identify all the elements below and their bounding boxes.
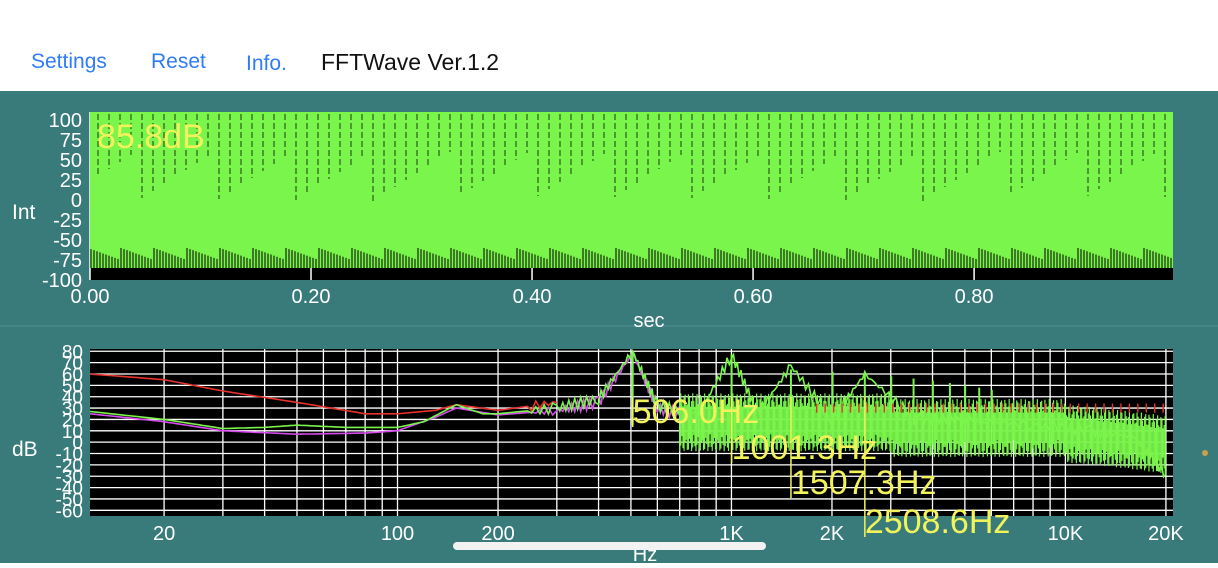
side-indicator-dot xyxy=(1202,450,1208,456)
spectrum-y-tick-label: -50 xyxy=(56,490,83,511)
waveform-y-tick-label: 75 xyxy=(60,130,82,152)
waveform-y-tick-label: -25 xyxy=(53,210,82,232)
spectrum-x-tick-label: 10K xyxy=(1048,523,1084,545)
spectrum-y-axis-label: dB xyxy=(12,438,38,461)
spectrum-y-tick-label: 40 xyxy=(62,388,83,409)
spectrum-x-tick-label: 200 xyxy=(481,523,514,545)
waveform-y-tick-label: -100 xyxy=(42,270,82,292)
spectrum-y-tick-label: -10 xyxy=(56,445,83,466)
waveform-x-tick-label: 0.40 xyxy=(513,286,552,308)
waveform-y-tick-label: 0 xyxy=(71,190,82,212)
reset-button[interactable]: Reset xyxy=(151,50,206,73)
spectrum-x-tick-label: 20 xyxy=(153,523,175,545)
peak-label: 1507.3Hz xyxy=(791,464,937,502)
spectrum-y-tick-label: 30 xyxy=(62,399,83,420)
spectrum-y-tick-label: -20 xyxy=(56,456,83,477)
spectrum-y-tick-label: -60 xyxy=(56,501,83,522)
level-readout: 85.8dB xyxy=(97,118,205,156)
peak-label: 1001.3Hz xyxy=(732,429,878,467)
waveform-y-tick-label: -75 xyxy=(53,250,82,272)
spectrum-y-tick-label: 70 xyxy=(62,354,83,375)
home-indicator[interactable] xyxy=(453,542,766,550)
analyzer-panel: 100 75 50 25 0 -25 -50 -75 -100 0.00 0.20 0.40 0.60… xyxy=(0,91,1218,566)
spectrum-y-tick-label: 10 xyxy=(62,422,83,443)
waveform-x-axis-label: sec xyxy=(633,310,664,332)
waveform-y-axis-label: Int xyxy=(12,201,36,224)
spectrum-series xyxy=(89,348,1167,479)
spectrum-y-tick-label: 60 xyxy=(62,365,83,386)
waveform-x-tick-label: 0.60 xyxy=(734,286,773,308)
toolbar: Settings Reset Info. FFTWave Ver.1.2 xyxy=(0,0,1218,91)
peak-label: 2508.6Hz xyxy=(865,503,1011,541)
spectrum-series-line xyxy=(89,354,700,436)
waveform-x-tick-label: 0.20 xyxy=(292,286,331,308)
peak-label: 506.0Hz xyxy=(633,393,760,431)
spectrum-y-tick-label: 50 xyxy=(62,376,83,397)
waveform-signal xyxy=(90,112,1173,268)
waveform-x-tick-label: 0.00 xyxy=(71,286,110,308)
spectrum-y-tick-label: -40 xyxy=(56,479,83,500)
waveform-y-tick-label: -50 xyxy=(53,230,82,252)
waveform-x-tick-label: 0.80 xyxy=(955,286,994,308)
waveform-x-ticks: 0.00 0.20 0.40 0.60 0.80 xyxy=(71,286,994,308)
spectrum-y-tick-label: 20 xyxy=(62,410,83,431)
spectrum-x-tick-label: 1K xyxy=(719,523,744,545)
waveform-y-tick-label: 100 xyxy=(49,110,82,132)
spectrum-y-tick-label: 0 xyxy=(72,433,83,454)
spectrum-x-tick-label: 100 xyxy=(381,523,414,545)
spectrum-x-tick-label: 20K xyxy=(1148,523,1184,545)
waveform-y-tick-label: 50 xyxy=(60,150,82,172)
spectrum-x-tick-label: 2K xyxy=(820,523,845,545)
spectrum-series-line xyxy=(89,373,557,415)
app-title: FFTWave Ver.1.2 xyxy=(321,49,500,75)
settings-button[interactable]: Settings xyxy=(31,50,107,73)
waveform-fill xyxy=(90,112,1173,268)
spectrum-x-ticks: 20 100 200 1K 2K 10K 20K xyxy=(153,523,1184,545)
info-button[interactable]: Info. xyxy=(246,52,287,75)
spectrum-y-tick-label: 80 xyxy=(62,342,83,363)
spectrum-y-tick-label: -30 xyxy=(56,467,83,488)
waveform-y-tick-label: 25 xyxy=(60,170,82,192)
